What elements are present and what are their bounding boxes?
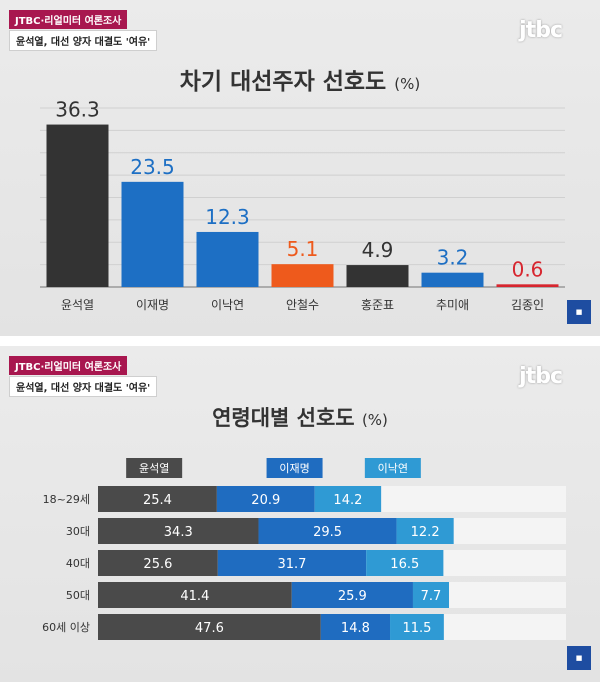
data-label: 36.3 xyxy=(55,98,100,122)
legend-label: 이낙연 xyxy=(378,462,408,475)
bar xyxy=(271,264,334,287)
row-label: 30대 xyxy=(66,525,90,538)
row-label: 40대 xyxy=(66,557,90,570)
category-label: 윤석열 xyxy=(61,298,94,312)
headline-subtitle: 윤석열, 대선 양자 대결도 '여유' xyxy=(9,376,158,397)
legend-label: 이재명 xyxy=(279,462,309,475)
stack-segment xyxy=(366,550,444,576)
stack-segment xyxy=(217,550,367,576)
bar xyxy=(496,284,559,287)
bar xyxy=(346,265,409,287)
legend-swatch xyxy=(266,458,323,478)
source-tag: JTBC·리얼미터 여론조사 xyxy=(9,10,128,29)
segment-label: 29.5 xyxy=(313,525,342,540)
segment-label: 20.9 xyxy=(251,493,280,508)
category-label: 이재명 xyxy=(136,298,169,312)
segment-label: 14.2 xyxy=(333,493,362,508)
legend-swatch xyxy=(126,458,183,478)
stack-segment xyxy=(291,582,413,608)
category-label: 김종인 xyxy=(511,298,544,312)
bar xyxy=(46,124,109,288)
stack-segment xyxy=(314,486,382,512)
stack-segment xyxy=(98,614,321,640)
stack-segment xyxy=(396,518,454,544)
stack-segment xyxy=(98,486,217,512)
source-tag: JTBC·리얼미터 여론조사 xyxy=(9,356,128,375)
row-label: 50대 xyxy=(66,589,90,602)
chart-title-text: 연령대별 선호도 xyxy=(212,406,355,430)
legend-label: 윤석열 xyxy=(139,462,169,475)
top-chart-panel: JTBC·리얼미터 여론조사 윤석열, 대선 양자 대결도 '여유' jtbc … xyxy=(0,0,600,336)
chart-unit: (%) xyxy=(361,411,388,429)
data-label: 5.1 xyxy=(287,237,319,261)
bar xyxy=(196,231,259,287)
segment-label: 25.6 xyxy=(143,557,172,572)
bar xyxy=(121,181,184,287)
jtbc-logo: jtbc xyxy=(519,364,563,389)
age-stacked-bar-chart: 윤석열 이재명 이낙연 18~29세 25.4 20.9 14.2 30대 34.3 29.5 12… xyxy=(42,458,566,640)
chart-title-text: 차기 대선주자 선호도 xyxy=(179,69,387,95)
category-label: 안철수 xyxy=(286,298,319,312)
bar xyxy=(421,272,484,287)
jtbc-corner-badge: ■ xyxy=(567,646,591,670)
category-label: 추미애 xyxy=(436,298,469,312)
segment-label: 31.7 xyxy=(278,557,307,572)
segment-label: 47.6 xyxy=(195,621,224,636)
chart-title: 연령대별 선호도 (%) xyxy=(0,402,600,432)
segment-label: 25.9 xyxy=(338,589,367,604)
data-label: 23.5 xyxy=(130,155,175,179)
chart-unit: (%) xyxy=(394,75,421,93)
segment-label: 41.4 xyxy=(180,589,209,604)
stack-segment xyxy=(390,614,444,640)
row-label: 60세 이상 xyxy=(42,621,90,634)
segment-label: 25.4 xyxy=(143,493,172,508)
data-label: 12.3 xyxy=(205,205,250,229)
segment-label: 34.3 xyxy=(164,525,193,540)
jtbc-logo: jtbc xyxy=(519,18,563,43)
row-label: 18~29세 xyxy=(43,493,90,506)
segment-label: 16.5 xyxy=(390,557,419,572)
category-label: 이낙연 xyxy=(211,298,244,312)
legend-swatch xyxy=(364,458,421,478)
stack-segment xyxy=(258,518,397,544)
data-label: 3.2 xyxy=(437,246,469,270)
chart-title: 차기 대선주자 선호도 (%) xyxy=(0,62,600,96)
stack-segment xyxy=(216,486,315,512)
candidate-bar-chart: 36.3 윤석열 23.5 이재명 12.3 이낙연 5.1 안철수 4.9 홍준표 3.2 추미애 0… xyxy=(40,98,565,312)
stack-segment xyxy=(98,550,218,576)
segment-label: 12.2 xyxy=(411,525,440,540)
segment-label: 11.5 xyxy=(402,621,431,636)
jtbc-corner-badge: ■ xyxy=(567,300,591,324)
segment-label: 7.7 xyxy=(421,589,442,604)
stack-segment xyxy=(320,614,391,640)
headline-subtitle: 윤석열, 대선 양자 대결도 '여유' xyxy=(9,30,158,51)
bottom-chart-panel: JTBC·리얼미터 여론조사 윤석열, 대선 양자 대결도 '여유' jtbc … xyxy=(0,346,600,682)
data-label: 4.9 xyxy=(362,238,394,262)
segment-label: 14.8 xyxy=(341,621,370,636)
data-label: 0.6 xyxy=(512,257,544,281)
stack-segment xyxy=(98,518,259,544)
stack-segment xyxy=(98,582,292,608)
stack-segment xyxy=(412,582,449,608)
category-label: 홍준표 xyxy=(361,298,394,312)
